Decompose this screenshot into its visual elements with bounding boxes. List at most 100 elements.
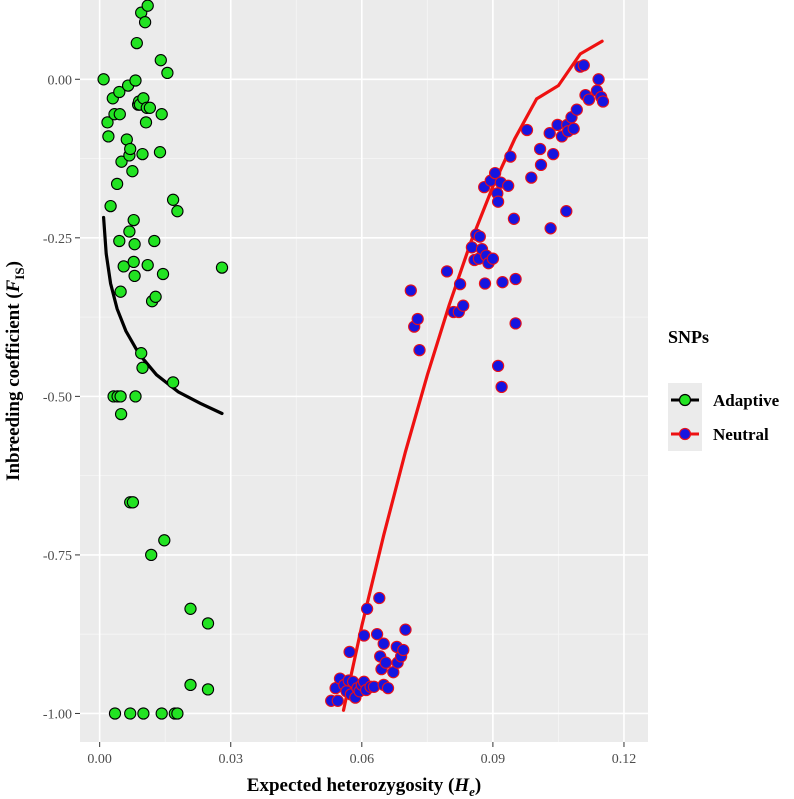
point-neutral — [370, 628, 384, 641]
point-adaptive — [97, 73, 110, 86]
point-neutral — [440, 265, 454, 278]
point-neutral — [360, 602, 374, 615]
point-adaptive — [171, 205, 184, 218]
point-adaptive — [201, 617, 215, 630]
point-neutral — [397, 643, 410, 657]
point-adaptive — [156, 267, 170, 281]
point-adaptive — [123, 225, 136, 238]
point-neutral — [478, 277, 492, 290]
point-adaptive — [126, 165, 139, 178]
x-axis-ticks: 0.00 0.03 0.06 0.09 0.12 — [87, 742, 636, 767]
y-tick-label: -0.75 — [43, 549, 72, 564]
point-neutral — [509, 272, 522, 286]
point-adaptive — [113, 108, 126, 121]
point-neutral — [453, 277, 467, 291]
legend-point-adaptive — [678, 393, 692, 407]
y-tick-label: -0.25 — [43, 232, 72, 247]
point-adaptive — [145, 548, 158, 562]
x-axis-title: Expected heterozygosity (He) — [247, 775, 481, 799]
point-adaptive — [114, 285, 127, 298]
point-neutral — [582, 93, 596, 106]
point-adaptive — [130, 36, 143, 50]
point-neutral — [592, 73, 605, 86]
point-adaptive — [143, 101, 157, 114]
point-neutral — [381, 681, 395, 695]
y-tick-label: -0.50 — [43, 390, 72, 405]
point-adaptive — [138, 16, 152, 29]
point-neutral — [533, 142, 547, 156]
point-neutral — [411, 312, 424, 326]
point-neutral — [502, 179, 515, 192]
point-adaptive — [127, 255, 140, 269]
point-neutral — [509, 317, 522, 330]
x-tick-label: 0.00 — [87, 752, 112, 767]
x-tick-label: 0.12 — [612, 752, 637, 767]
legend-title: SNPs — [668, 327, 709, 347]
point-neutral — [534, 158, 548, 172]
point-neutral — [473, 230, 486, 243]
point-neutral — [486, 252, 500, 265]
point-neutral — [373, 591, 386, 605]
point-adaptive — [171, 707, 184, 720]
point-adaptive — [155, 707, 168, 720]
point-neutral — [457, 299, 470, 312]
point-neutral — [560, 205, 573, 218]
point-adaptive — [101, 116, 114, 129]
point-adaptive — [113, 85, 126, 99]
grid-lines — [80, 0, 648, 742]
point-adaptive — [124, 707, 137, 720]
x-tick-label: 0.03 — [218, 752, 243, 767]
legend-label-adaptive: Adaptive — [713, 391, 780, 410]
point-adaptive — [149, 290, 162, 303]
x-tick-label: 0.09 — [481, 752, 506, 767]
point-adaptive — [137, 707, 150, 720]
point-adaptive — [126, 496, 140, 509]
point-adaptive — [104, 199, 117, 213]
point-adaptive — [139, 116, 153, 129]
data-points — [97, 0, 610, 720]
point-adaptive — [201, 683, 215, 696]
legend-point-neutral — [678, 427, 692, 441]
point-neutral — [488, 166, 502, 180]
legend-label-neutral: Neutral — [713, 425, 769, 444]
point-neutral — [496, 276, 509, 289]
point-adaptive — [166, 376, 180, 389]
point-neutral — [465, 241, 479, 254]
point-adaptive — [158, 534, 171, 547]
point-neutral — [543, 127, 556, 140]
point-adaptive — [114, 407, 128, 421]
point-neutral — [520, 123, 534, 137]
point-neutral — [491, 359, 505, 373]
point-adaptive — [108, 707, 122, 720]
point-neutral — [379, 656, 392, 669]
point-neutral — [525, 171, 538, 184]
point-neutral — [413, 343, 426, 357]
point-adaptive — [136, 147, 149, 161]
y-tick-label: -1.00 — [43, 707, 72, 722]
point-adaptive — [110, 177, 124, 191]
point-adaptive — [166, 193, 180, 206]
point-adaptive — [136, 361, 149, 374]
point-adaptive — [102, 130, 115, 143]
point-neutral — [577, 59, 590, 72]
y-axis-ticks: -1.00 -0.75 -0.50 -0.25 0.00 — [43, 73, 80, 722]
point-adaptive — [141, 0, 154, 12]
point-adaptive — [114, 390, 127, 403]
y-tick-label: 0.00 — [48, 73, 73, 88]
point-neutral — [399, 623, 412, 636]
point-adaptive — [215, 261, 229, 274]
point-neutral — [491, 195, 505, 208]
point-adaptive — [113, 234, 126, 248]
point-adaptive — [128, 269, 141, 283]
point-adaptive — [155, 108, 168, 121]
point-adaptive — [184, 602, 197, 615]
point-adaptive — [117, 260, 130, 273]
point-adaptive — [161, 66, 174, 80]
point-adaptive — [124, 142, 137, 156]
point-neutral — [570, 103, 583, 116]
point-neutral — [377, 637, 390, 650]
point-neutral — [495, 380, 508, 394]
point-adaptive — [127, 213, 140, 227]
x-tick-label: 0.06 — [350, 752, 375, 767]
